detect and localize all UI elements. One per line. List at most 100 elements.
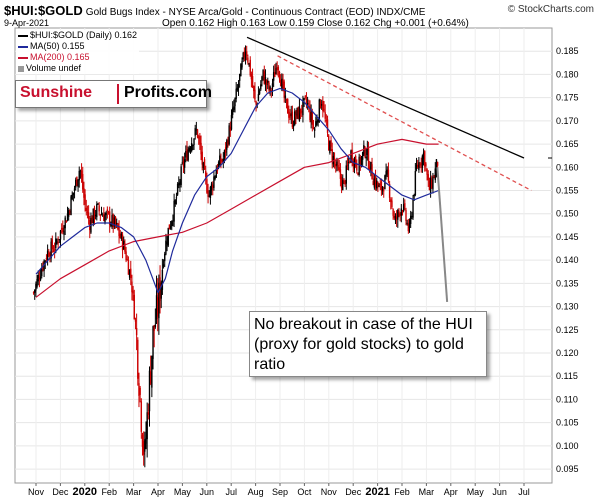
candle-body <box>116 222 118 224</box>
candle-body <box>251 76 254 88</box>
candle-body <box>338 167 340 171</box>
candle-body <box>422 152 425 159</box>
candle-body <box>38 278 41 280</box>
candle-body <box>425 163 427 167</box>
candle-body <box>227 141 229 145</box>
candle-body <box>388 183 391 198</box>
candle-body <box>246 51 248 56</box>
candle-body <box>87 212 90 219</box>
candle-body <box>405 210 407 221</box>
candle-body <box>281 78 283 90</box>
candle-body <box>93 207 96 220</box>
candle-body <box>183 159 186 168</box>
candle-body <box>224 147 227 153</box>
candle-body <box>118 226 120 237</box>
candle-body <box>433 176 435 179</box>
candle-body <box>267 80 269 83</box>
candle-body <box>35 283 37 291</box>
x-tick-label: Feb <box>394 487 410 497</box>
candle-body <box>52 251 55 253</box>
candle-body <box>325 119 328 122</box>
candle-body <box>381 186 384 192</box>
candle-body <box>114 216 117 226</box>
candle-body <box>407 223 410 232</box>
candle-body <box>399 213 401 216</box>
candle-body <box>270 89 273 91</box>
candle-body <box>413 194 415 197</box>
candle-body <box>60 228 63 230</box>
candle-body <box>50 241 52 259</box>
candle-body <box>185 151 187 158</box>
candle-body <box>278 71 281 79</box>
candle-body <box>86 211 89 213</box>
candle-body <box>249 59 251 76</box>
candle-body <box>100 214 103 216</box>
candle-body <box>288 111 290 118</box>
candle-body <box>326 119 329 133</box>
candle-body <box>193 138 195 146</box>
candle-body <box>332 155 335 165</box>
candle-body <box>205 171 207 178</box>
x-tick-label: Nov <box>28 487 45 497</box>
candle-body <box>311 111 314 125</box>
candle-body <box>376 180 378 189</box>
x-tick-label: Feb <box>101 487 117 497</box>
candle-body <box>282 79 284 84</box>
candle-body <box>276 67 278 71</box>
candle-body <box>42 265 44 270</box>
candle-body <box>101 215 104 217</box>
candle-body <box>207 190 209 197</box>
candle-body <box>290 113 292 117</box>
candle-body <box>62 227 64 233</box>
candle-body <box>238 73 241 81</box>
candle-body <box>75 179 77 188</box>
candle-body <box>233 106 235 110</box>
candle-body <box>190 142 193 152</box>
candle-body <box>336 161 338 166</box>
candle-body <box>368 166 371 172</box>
candle-body <box>138 383 140 396</box>
candle-body <box>414 171 417 196</box>
candle-body <box>210 183 213 191</box>
candle-body <box>359 157 362 166</box>
candle-body <box>308 105 310 107</box>
x-tick-label: Dec <box>52 487 69 497</box>
candle-body <box>386 169 388 175</box>
candle-body <box>429 177 432 194</box>
candle-body <box>76 177 78 186</box>
candle-body <box>82 174 84 190</box>
legend-main-label: $HUI:$GOLD (Daily) 0.162 <box>30 30 138 40</box>
candle-body <box>279 79 282 87</box>
candle-body <box>71 194 73 200</box>
chart-description: Gold Bugs Index - NYSE Arca/Gold - Conti… <box>85 7 426 18</box>
candle-body <box>182 161 185 167</box>
candle-body <box>85 207 87 211</box>
candle-body <box>265 80 268 85</box>
candle-body <box>189 148 192 150</box>
candle-body <box>243 51 246 58</box>
legend-main-swatch <box>18 34 28 37</box>
candle-body <box>140 401 143 432</box>
x-tick-label: Apr <box>151 487 165 497</box>
y-tick-label: 0.170 <box>556 116 579 126</box>
candle-body <box>297 107 299 119</box>
candle-body <box>157 297 159 317</box>
candle-body <box>320 103 323 106</box>
candle-body <box>162 264 165 267</box>
candle-body <box>39 276 42 280</box>
candle-body <box>304 96 306 98</box>
candle-body <box>301 111 303 113</box>
candle-body <box>264 77 267 84</box>
x-tick-label: Jun <box>492 487 507 497</box>
candle-body <box>220 158 222 164</box>
candle-body <box>167 227 169 246</box>
annotation-pointer <box>436 167 449 303</box>
candle-body <box>298 106 301 121</box>
candle-body <box>201 151 203 165</box>
candle-body <box>378 185 380 188</box>
candle-body <box>401 210 404 213</box>
candle-body <box>124 243 126 252</box>
candle-body <box>97 203 99 205</box>
candle-body <box>195 129 198 131</box>
candle-body <box>285 98 288 101</box>
